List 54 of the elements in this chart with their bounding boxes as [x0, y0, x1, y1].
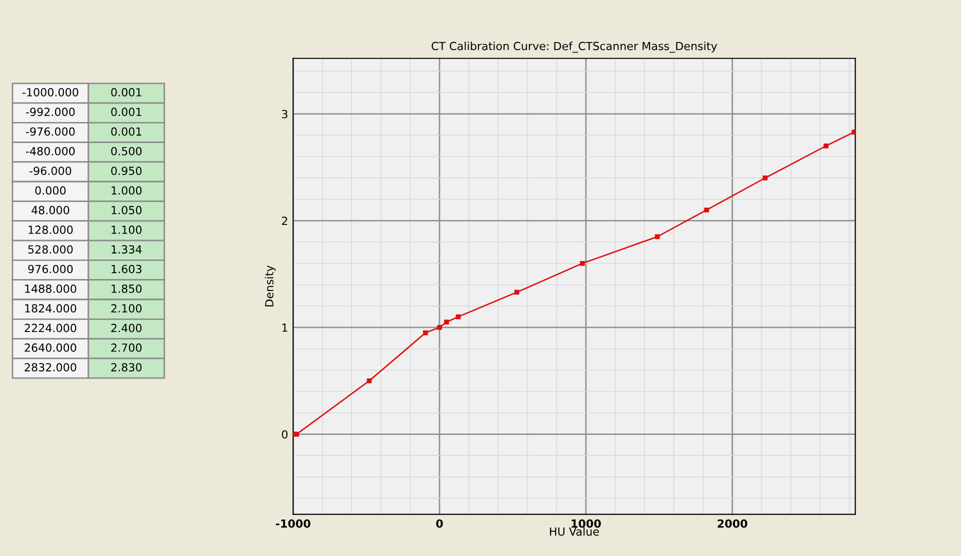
- x-tick-label: -1000: [276, 519, 310, 528]
- text: 528.000: [28, 245, 73, 254]
- text: 2832.000: [24, 363, 76, 372]
- text: 2.830: [111, 363, 142, 372]
- text: -1000.000: [22, 88, 78, 96]
- text: 1.850: [112, 284, 142, 293]
- text: 1.050: [112, 206, 142, 214]
- text: 48.000: [32, 206, 70, 214]
- text: 0.000: [35, 186, 66, 195]
- text: 2.100: [111, 304, 142, 313]
- y-tick-label: 0: [282, 430, 288, 439]
- point: [423, 330, 428, 336]
- point: [444, 320, 449, 325]
- text: 1.334: [112, 245, 142, 254]
- text: 2.700: [111, 343, 142, 352]
- text: -992.000: [26, 108, 75, 116]
- point: [580, 260, 585, 266]
- text: 0.500: [111, 146, 142, 156]
- point: [514, 290, 520, 295]
- point: [762, 176, 768, 180]
- text: 0.001: [111, 127, 142, 136]
- text: 976.000: [28, 264, 73, 274]
- point: [437, 325, 442, 330]
- text: -480.000: [26, 146, 75, 156]
- text: 1.100: [112, 226, 142, 234]
- point: [704, 208, 709, 212]
- point: [824, 144, 828, 148]
- x-tick-label: 1000: [572, 519, 601, 528]
- text: 2224.000: [24, 324, 76, 332]
- y-tick-label: 2: [282, 216, 288, 225]
- text: 2640.000: [24, 343, 76, 352]
- point: [294, 432, 300, 437]
- x-axis-title: HU Value: [550, 527, 599, 536]
- text: -96.000: [30, 166, 72, 176]
- text: 128.000: [28, 226, 73, 234]
- text: 1488.000: [25, 284, 76, 293]
- point: [366, 378, 372, 384]
- point: [852, 130, 856, 134]
- text: 1.000: [112, 186, 142, 195]
- x-tick-label: 2000: [718, 519, 748, 528]
- y-axis-title: Density: [264, 266, 276, 306]
- chart-title: CT Calibration Curve: Def_CTScanner Mass_Density: [432, 42, 718, 53]
- y-tick-label: 3: [282, 110, 288, 118]
- text: 0.001: [111, 88, 142, 96]
- text: -976.000: [26, 127, 75, 136]
- point: [654, 234, 660, 240]
- text: 1824.000: [25, 304, 76, 313]
- text: 2.400: [111, 324, 142, 332]
- point: [456, 314, 461, 320]
- text: 0.001: [111, 108, 142, 116]
- x-tick-label: 0: [436, 519, 443, 528]
- text: 0.950: [111, 166, 142, 176]
- text: 1.603: [112, 264, 142, 274]
- y-tick-label: 1: [282, 324, 288, 332]
